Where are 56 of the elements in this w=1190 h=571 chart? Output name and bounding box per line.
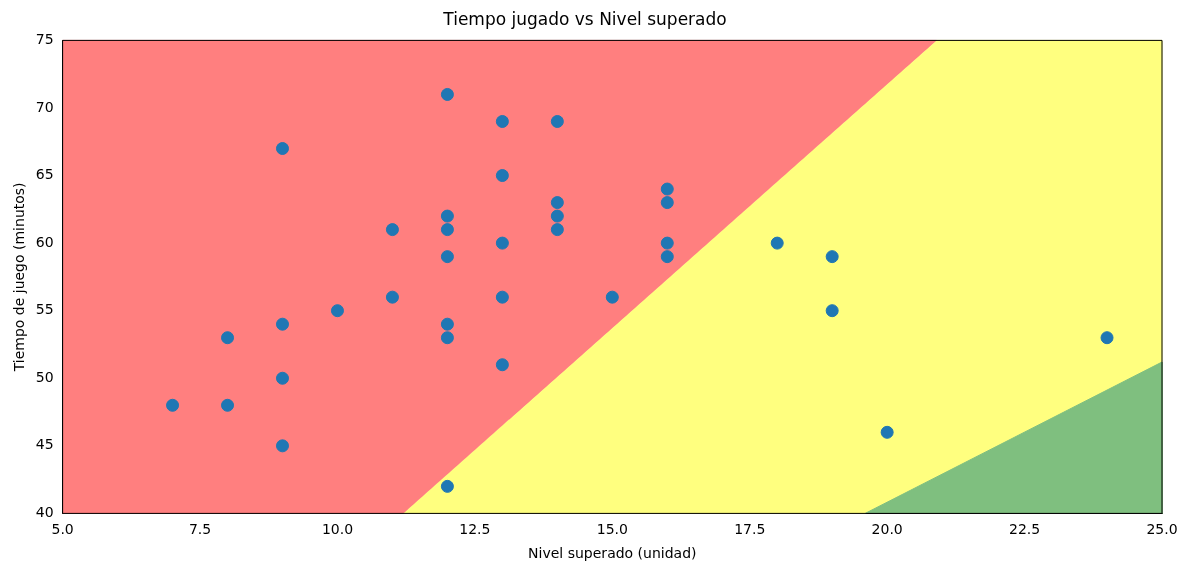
- point: [221, 331, 235, 345]
- y-tick-label: 55: [35, 301, 54, 318]
- y-tick-label: 40: [35, 504, 54, 521]
- point: [440, 250, 454, 264]
- point: [660, 236, 674, 250]
- point: [495, 114, 509, 128]
- point: [605, 290, 619, 304]
- point: [660, 182, 674, 196]
- x-tick-label: 15.0: [596, 521, 628, 538]
- x-axis-title: Nivel superado (unidad): [528, 545, 697, 562]
- y-tick-label: 65: [35, 166, 54, 183]
- point: [550, 209, 564, 223]
- point: [440, 331, 454, 345]
- point: [660, 196, 674, 210]
- point: [1100, 331, 1114, 345]
- x-tick-label: 12.5: [459, 521, 491, 538]
- x-tick-label: 5.0: [51, 521, 74, 538]
- point: [660, 250, 674, 264]
- y-tick-label: 50: [35, 368, 54, 385]
- x-tick-label: 22.5: [1008, 521, 1041, 538]
- x-tick-label: 17.5: [734, 521, 766, 538]
- point: [330, 304, 344, 318]
- point: [440, 87, 454, 101]
- point: [770, 236, 784, 250]
- point: [440, 317, 454, 331]
- point: [825, 304, 839, 318]
- point: [880, 425, 894, 439]
- point: [275, 317, 289, 331]
- point: [275, 142, 289, 156]
- y-tick-label: 45: [35, 436, 54, 453]
- y-tick-label: 60: [35, 233, 54, 250]
- point: [495, 290, 509, 304]
- point: [825, 250, 839, 264]
- point: [550, 223, 564, 237]
- y-tick-label: 75: [35, 31, 54, 48]
- point: [440, 479, 454, 493]
- point: [221, 398, 235, 412]
- y-tick-label: 70: [35, 98, 54, 115]
- x-tick-label: 25.0: [1146, 521, 1178, 538]
- point: [440, 223, 454, 237]
- point: [275, 439, 289, 453]
- point: [385, 290, 399, 304]
- point: [275, 371, 289, 385]
- chart-title: Tiempo jugado vs Nivel superado: [442, 8, 727, 29]
- point: [550, 196, 564, 210]
- point: [495, 169, 509, 183]
- point: [166, 398, 180, 412]
- y-axis-title: Tiempo de juego (minutos): [11, 182, 28, 373]
- point: [550, 114, 564, 128]
- point: [385, 223, 399, 237]
- x-tick-label: 10.0: [321, 521, 354, 538]
- point: [495, 358, 509, 372]
- point: [440, 209, 454, 223]
- x-tick-label: 7.5: [188, 521, 212, 538]
- x-tick-label: 20.0: [871, 521, 903, 538]
- point: [495, 236, 509, 250]
